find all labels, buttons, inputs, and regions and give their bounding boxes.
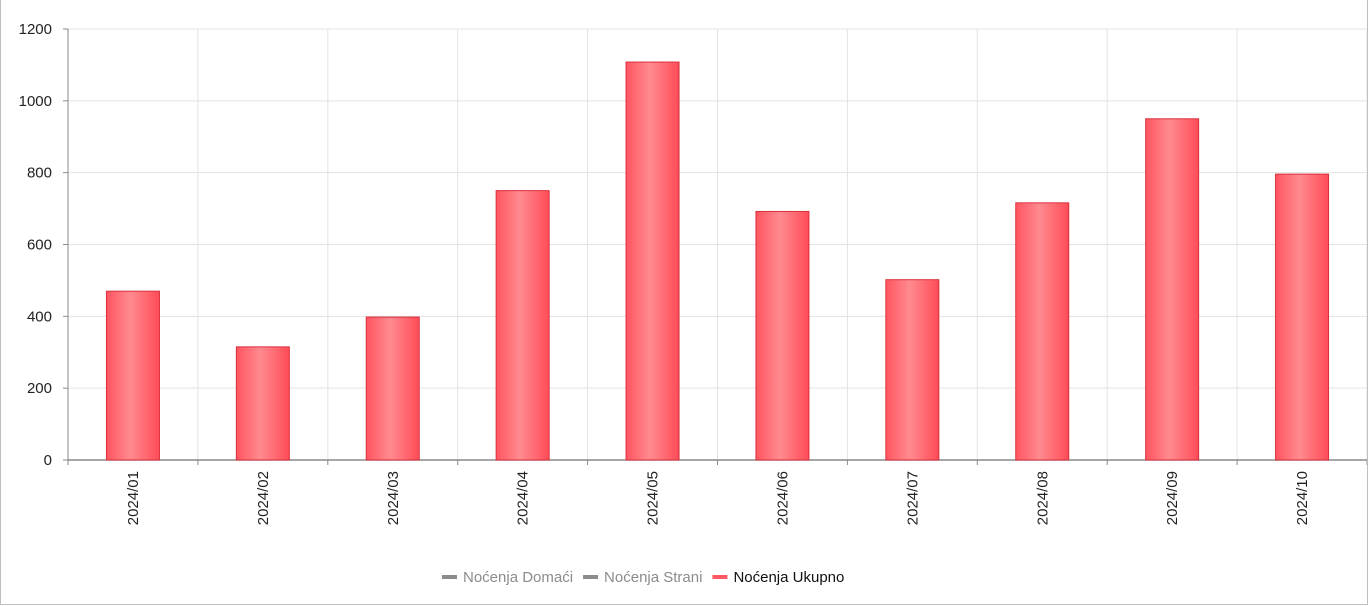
bar-2024-04 — [495, 190, 550, 461]
bar-2024-10 — [1275, 173, 1330, 461]
y-tick-label: 800 — [27, 165, 52, 182]
x-tick-label: 2024/05 — [645, 471, 662, 525]
x-tick-label: 2024/06 — [774, 471, 791, 525]
legend-label: Noćenja Ukupno — [733, 569, 844, 586]
bar-2024-08 — [1015, 202, 1070, 461]
bar-2024-01 — [105, 290, 160, 461]
bar-2024-05 — [625, 61, 680, 461]
y-tick-label: 1000 — [19, 93, 52, 110]
legend-label: Noćenja Domaći — [463, 569, 573, 586]
y-tick-label: 1200 — [19, 21, 52, 38]
legend: Noćenja Domaći Noćenja Strani Noćenja Ukup… — [442, 569, 844, 586]
bar-2024-09 — [1145, 118, 1200, 461]
tick-labels: 0 200 400 600 800 1000 1200 2024/01 2024/02 2024/… — [19, 21, 1311, 525]
x-tick-label: 2024/01 — [125, 471, 142, 525]
y-tick-label: 600 — [27, 237, 52, 254]
x-tick-label: 2024/10 — [1294, 471, 1311, 525]
x-tick-label: 2024/09 — [1164, 471, 1181, 525]
gridlines — [67, 28, 1367, 460]
legend-label: Noćenja Strani — [604, 569, 702, 586]
y-tick-label: 200 — [27, 380, 52, 397]
bar-2024-06 — [755, 210, 810, 461]
bar-2024-07 — [885, 279, 940, 461]
legend-item[interactable]: Noćenja Strani — [583, 569, 702, 586]
legend-item[interactable]: Noćenja Ukupno — [712, 569, 844, 586]
y-tick-label: 400 — [27, 308, 52, 325]
x-tick-label: 2024/08 — [1034, 471, 1051, 525]
bars — [105, 61, 1330, 461]
x-tick-label: 2024/04 — [515, 471, 532, 525]
bar-2024-02 — [235, 346, 290, 461]
x-tick-label: 2024/03 — [385, 471, 402, 525]
x-tick-label: 2024/07 — [904, 471, 921, 525]
x-tick-label: 2024/02 — [255, 471, 272, 525]
bar-2024-03 — [365, 316, 420, 461]
legend-item[interactable]: Noćenja Domaći — [442, 569, 573, 586]
y-tick-label: 0 — [44, 452, 52, 469]
